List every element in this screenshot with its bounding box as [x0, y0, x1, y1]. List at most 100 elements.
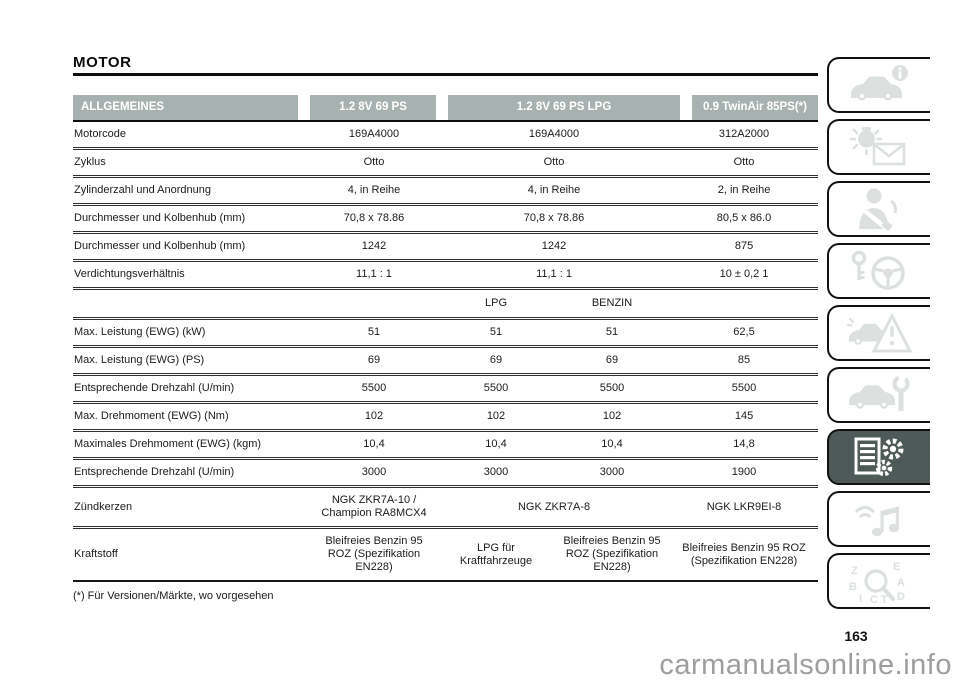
header-allgemeines: ALLGEMEINES	[73, 95, 298, 120]
content-area: MOTOR ALLGEMEINES 1.2 8V 69 PS 1.2 8V 69…	[73, 54, 819, 602]
cell: 10,4	[554, 430, 671, 460]
cell: 5500	[438, 374, 554, 404]
cell: 3000	[554, 458, 671, 488]
cell: Bleifreies Benzin 95 ROZ (Spezifikation …	[670, 527, 819, 582]
cell: 1242	[438, 232, 671, 262]
car-info-icon	[850, 65, 908, 101]
cell: 70,8 x 78.86	[438, 204, 671, 234]
cell: 875	[670, 232, 819, 262]
cell: 5500	[670, 374, 819, 404]
warning-light-envelope-icon	[849, 127, 905, 166]
cell: 69	[554, 346, 671, 376]
cell: NGK ZKR7A-10 / Champion RA8MCX4	[310, 486, 438, 529]
header-engine-1: 1.2 8V 69 PS	[310, 95, 436, 120]
cell: 3000	[310, 458, 438, 488]
cell: Bleifreies Benzin 95 ROZ (Spezifikation …	[310, 527, 438, 582]
watermark: carmanualsonline.info	[659, 649, 952, 681]
row-label: Kraftstoff	[73, 527, 310, 582]
cell: 102	[554, 402, 671, 432]
cell: 70,8 x 78.86	[310, 204, 438, 234]
fuel-subheader-row: LPG BENZIN	[73, 288, 819, 320]
cell: LPG für Kraftfahrzeuge	[438, 527, 554, 582]
cell: Otto	[438, 148, 671, 178]
index-letter: D	[897, 591, 905, 603]
cell: Otto	[310, 148, 438, 178]
table-row: Max. Drehmoment (EWG) (Nm) 102 102 102 1…	[73, 402, 819, 432]
cell: 1900	[670, 458, 819, 488]
header-engine-3: 0.9 TwinAir 85PS(*)	[692, 95, 818, 120]
table-row: Max. Leistung (EWG) (PS) 69 69 69 85	[73, 346, 819, 376]
music-note-signal-icon	[854, 506, 899, 537]
engine-spec-table: ALLGEMEINES 1.2 8V 69 PS 1.2 8V 69 PS LP…	[73, 95, 819, 582]
cell: 51	[438, 318, 554, 348]
sidebar-tab-emergency[interactable]	[827, 305, 930, 361]
key-steering-wheel-icon	[851, 250, 905, 290]
cell: 85	[670, 346, 819, 376]
footnote: (*) Für Versionen/Märkte, wo vorgesehen	[73, 590, 274, 602]
car-wrench-icon	[848, 375, 910, 411]
cell: 10,4	[438, 430, 554, 460]
cell: NGK ZKR7A-8	[438, 486, 671, 529]
row-label: Maximales Drehmoment (EWG) (kgm)	[73, 430, 310, 460]
index-letter: A	[897, 577, 905, 589]
cell: 169A4000	[310, 121, 438, 150]
cell: 5500	[554, 374, 671, 404]
row-label: Verdichtungsverhältnis	[73, 260, 310, 290]
car-warning-triangle-icon	[846, 312, 912, 353]
cell: NGK LKR9EI-8	[670, 486, 819, 529]
table-row: Verdichtungsverhältnis 11,1 : 1 11,1 : 1…	[73, 260, 819, 290]
table-row: Durchmesser und Kolbenhub (mm) 1242 1242…	[73, 232, 819, 262]
subheader-benzin: BENZIN	[554, 288, 671, 320]
spec-list-gears-icon	[854, 437, 903, 477]
cell: 14,8	[670, 430, 819, 460]
cell: 80,5 x 86.0	[670, 204, 819, 234]
cell: 11,1 : 1	[438, 260, 671, 290]
row-label: Motorcode	[73, 121, 310, 150]
index-letter: C	[870, 594, 878, 603]
sidebar-tab-multimedia[interactable]	[827, 491, 930, 547]
cell: 10 ± 0,2 1	[670, 260, 819, 290]
sidebar-tab-technical-data[interactable]	[827, 429, 930, 485]
cell: Bleifreies Benzin 95 ROZ (Spezifikation …	[554, 527, 671, 582]
sidebar-tab-index[interactable]: Z E B A I C T D	[827, 553, 930, 609]
cell: 62,5	[670, 318, 819, 348]
table-body: Motorcode 169A4000 169A4000 312A2000 Zyk…	[73, 120, 819, 582]
table-row: Zündkerzen NGK ZKR7A-10 / Champion RA8MC…	[73, 486, 819, 529]
cell: 69	[438, 346, 554, 376]
cell: 1242	[310, 232, 438, 262]
table-row: Zylinderzahl und Anordnung 4, in Reihe 4…	[73, 176, 819, 206]
cell: 10,4	[310, 430, 438, 460]
cell: 169A4000	[438, 121, 671, 150]
table-row: Zyklus Otto Otto Otto	[73, 148, 819, 178]
cell: 11,1 : 1	[310, 260, 438, 290]
cell: 102	[310, 402, 438, 432]
page-title: MOTOR	[73, 54, 132, 71]
sidebar-tab-warning-lights[interactable]	[827, 119, 930, 175]
cell: 51	[554, 318, 671, 348]
table-row: Durchmesser und Kolbenhub (mm) 70,8 x 78…	[73, 204, 819, 234]
cell: 69	[310, 346, 438, 376]
row-label: Zylinderzahl und Anordnung	[73, 176, 310, 206]
row-label: Durchmesser und Kolbenhub (mm)	[73, 232, 310, 262]
sidebar-tab-vehicle-info[interactable]	[827, 57, 930, 113]
sidebar-tab-starting-driving[interactable]	[827, 243, 930, 299]
index-letter: I	[859, 593, 862, 603]
title-rule	[73, 73, 818, 76]
cell: 312A2000	[670, 121, 819, 150]
table-row: Motorcode 169A4000 169A4000 312A2000	[73, 121, 819, 150]
row-label: Durchmesser und Kolbenhub (mm)	[73, 204, 310, 234]
seatbelt-person-icon	[858, 188, 897, 231]
empty-cell	[310, 288, 438, 320]
cell: 4, in Reihe	[438, 176, 671, 206]
row-label: Max. Drehmoment (EWG) (Nm)	[73, 402, 310, 432]
row-label: Entsprechende Drehzahl (U/min)	[73, 458, 310, 488]
cell: 102	[438, 402, 554, 432]
cell: 145	[670, 402, 819, 432]
cell: Otto	[670, 148, 819, 178]
sidebar-tab-maintenance[interactable]	[827, 367, 930, 423]
empty-cell	[670, 288, 819, 320]
index-letter: T	[881, 594, 888, 603]
sidebar-tab-safety[interactable]	[827, 181, 930, 237]
index-letter: B	[849, 581, 857, 593]
